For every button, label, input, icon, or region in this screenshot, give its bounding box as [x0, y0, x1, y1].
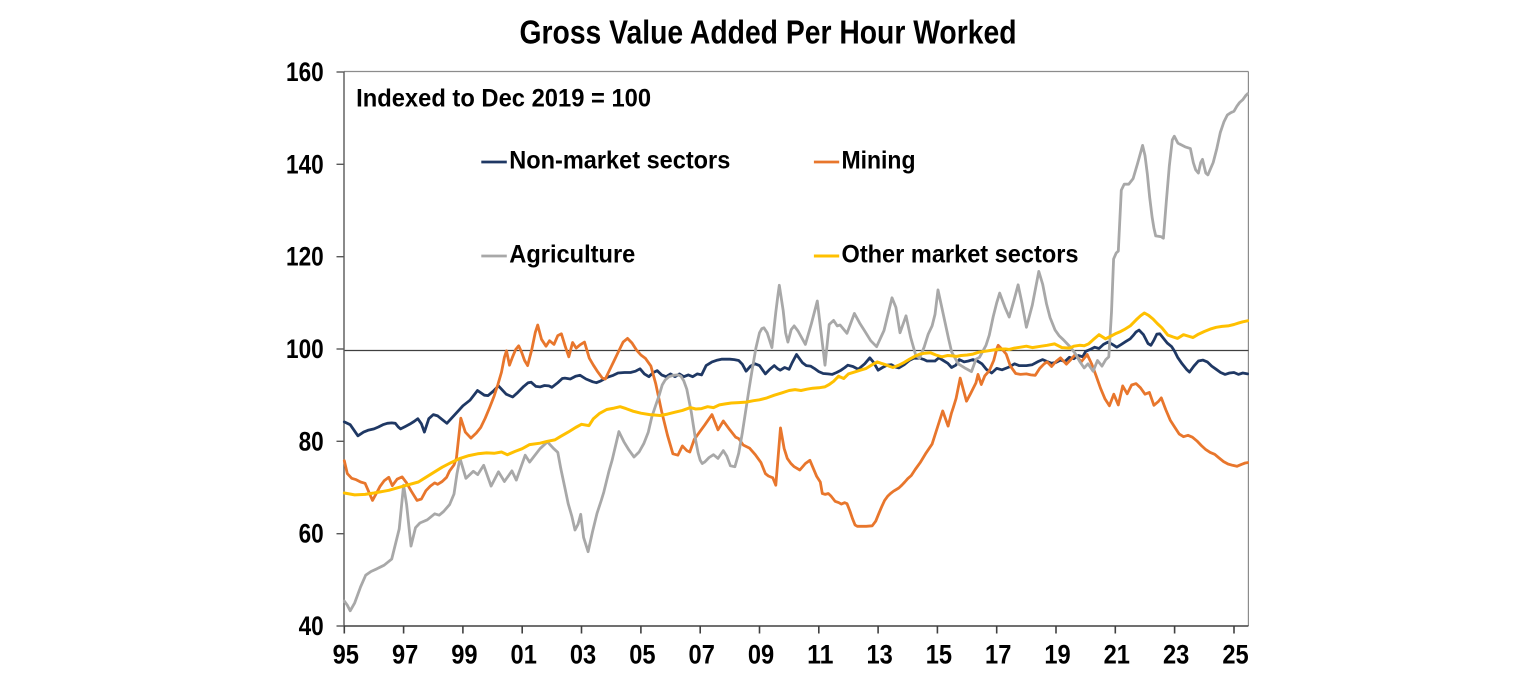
svg-text:05: 05 [629, 640, 655, 670]
svg-text:15: 15 [926, 640, 952, 670]
svg-text:19: 19 [1044, 640, 1070, 670]
svg-text:60: 60 [299, 519, 324, 549]
svg-text:25: 25 [1222, 640, 1248, 670]
svg-text:40: 40 [299, 611, 324, 641]
svg-text:21: 21 [1104, 640, 1130, 670]
svg-text:160: 160 [286, 57, 324, 87]
svg-text:23: 23 [1163, 640, 1189, 670]
svg-text:13: 13 [866, 640, 892, 670]
svg-text:Mining: Mining [842, 147, 916, 175]
svg-text:140: 140 [286, 149, 324, 179]
svg-text:Gross Value Added Per Hour Wor: Gross Value Added Per Hour Worked [520, 13, 1017, 50]
svg-text:Non-market sectors: Non-market sectors [509, 147, 730, 175]
svg-text:100: 100 [286, 334, 324, 364]
svg-text:99: 99 [451, 640, 477, 670]
svg-text:80: 80 [299, 426, 324, 456]
svg-text:07: 07 [689, 640, 715, 670]
svg-text:03: 03 [570, 640, 596, 670]
svg-text:01: 01 [511, 640, 537, 670]
svg-text:09: 09 [748, 640, 774, 670]
svg-text:Indexed to Dec 2019 = 100: Indexed to Dec 2019 = 100 [356, 85, 651, 113]
svg-text:97: 97 [392, 640, 418, 670]
svg-text:Other market sectors: Other market sectors [842, 241, 1079, 269]
svg-text:11: 11 [807, 640, 833, 670]
svg-text:95: 95 [333, 640, 359, 670]
svg-text:17: 17 [985, 640, 1011, 670]
svg-text:Agriculture: Agriculture [509, 241, 635, 269]
svg-text:120: 120 [286, 242, 324, 272]
